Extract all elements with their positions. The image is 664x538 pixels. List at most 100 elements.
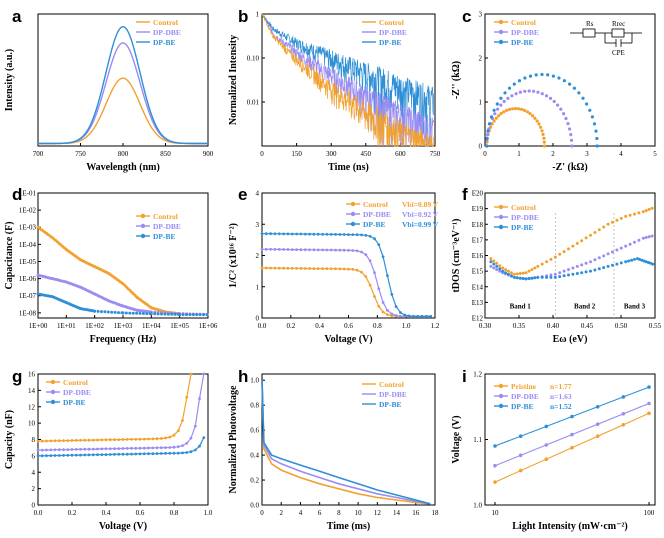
tdos-point bbox=[571, 244, 575, 248]
tdos-point bbox=[549, 257, 553, 261]
y-axis-title: 1/C² (x10¹⁶ F⁻²) bbox=[228, 223, 239, 288]
capacitance-point bbox=[124, 311, 128, 315]
legend-label: DP-DBE bbox=[153, 222, 181, 231]
impedance-point bbox=[499, 96, 503, 100]
capacity-point bbox=[164, 436, 167, 440]
capacity-point bbox=[138, 452, 142, 456]
legend-marker bbox=[50, 399, 56, 405]
tdos-point bbox=[545, 260, 549, 264]
x-tick-label: 1.2 bbox=[431, 322, 440, 330]
legend-label: DP-BE bbox=[511, 38, 534, 47]
impedance-point bbox=[566, 122, 570, 126]
mott-schottky-point bbox=[429, 315, 433, 318]
tdos-point bbox=[553, 255, 557, 259]
capacity-point bbox=[108, 438, 112, 442]
mott-schottky-point bbox=[277, 248, 281, 251]
y-tick-label: E17 bbox=[472, 236, 484, 244]
tdos-point bbox=[647, 235, 651, 239]
mott-schottky-point bbox=[347, 267, 350, 271]
legend-extra: n=1.52 bbox=[550, 402, 572, 411]
impedance-point bbox=[525, 110, 530, 114]
capacity-point bbox=[104, 438, 108, 442]
x-axis-title: Time (ns) bbox=[328, 162, 369, 173]
tdos-point bbox=[498, 269, 502, 273]
tdos-point bbox=[619, 261, 623, 265]
capacity-point bbox=[53, 439, 57, 443]
tdos-point bbox=[647, 207, 651, 211]
x-tick-label: 900 bbox=[203, 150, 214, 158]
impedance-point bbox=[497, 114, 501, 118]
x-tick-label: 800 bbox=[118, 150, 129, 158]
capacity-point bbox=[79, 447, 82, 451]
impedance-point bbox=[539, 125, 543, 129]
capacitance-point bbox=[153, 312, 157, 316]
mott-schottky-point bbox=[329, 267, 333, 271]
tdos-point bbox=[611, 250, 614, 254]
tdos-point bbox=[509, 271, 513, 275]
panel-label: c bbox=[462, 7, 471, 26]
tdos-point bbox=[571, 266, 575, 270]
capacity-point bbox=[36, 439, 40, 443]
legend-label: Control bbox=[379, 380, 404, 389]
mott-schottky-point bbox=[264, 232, 268, 236]
tdos-point bbox=[637, 238, 641, 242]
panel-h: 0 2 4 6 8 10 12 14 16 18 h Time (ms) Normalized Phot… bbox=[228, 367, 439, 532]
x-tick-label: 1 bbox=[517, 150, 521, 158]
impedance-point bbox=[540, 72, 544, 77]
tdos-point bbox=[501, 266, 505, 270]
y-tick-label: 16 bbox=[28, 371, 36, 379]
tdos-point bbox=[575, 264, 579, 268]
capacity-point bbox=[49, 439, 53, 443]
impedance-point bbox=[503, 91, 507, 95]
capacity-point bbox=[117, 438, 121, 441]
y-tick-label: E15 bbox=[472, 268, 484, 276]
impedance-point bbox=[523, 76, 527, 80]
x-tick-label: 10 bbox=[492, 509, 500, 517]
x-tick-label: 0.4 bbox=[102, 509, 111, 517]
capacity-point bbox=[164, 452, 167, 455]
capacity-point bbox=[83, 438, 87, 442]
plot-frame bbox=[37, 13, 209, 147]
capacity-point bbox=[108, 453, 112, 456]
legend-label: DP-BE bbox=[379, 38, 402, 47]
capacity-point bbox=[40, 439, 44, 443]
tdos-point bbox=[630, 258, 634, 262]
tdos-point bbox=[562, 274, 566, 278]
y-tick-label: 1.0 bbox=[250, 377, 259, 385]
y-tick-label: E13 bbox=[472, 299, 484, 307]
capacity-point bbox=[172, 451, 176, 455]
impedance-point bbox=[517, 107, 521, 111]
capacitance-point bbox=[141, 312, 145, 315]
impedance-point bbox=[517, 79, 522, 83]
impedance-point bbox=[532, 89, 536, 93]
y-tick-label: 1E-07 bbox=[19, 292, 37, 300]
tdos-point bbox=[509, 274, 513, 278]
legend-label: DP-DBE bbox=[63, 388, 91, 397]
x-tick-label: 2 bbox=[551, 150, 555, 158]
legend-marker bbox=[350, 221, 356, 227]
mott-schottky-point bbox=[381, 310, 385, 314]
x-tick-label: 18 bbox=[432, 509, 440, 517]
mott-schottky-point bbox=[269, 247, 272, 251]
mott-schottky-point bbox=[264, 247, 268, 251]
tdos-point bbox=[521, 271, 525, 275]
tdos-point bbox=[593, 258, 597, 262]
impedance-point bbox=[528, 74, 533, 78]
capacity-point bbox=[87, 438, 91, 442]
panel-label: e bbox=[238, 185, 247, 204]
y-axis-title: tDOS (cm⁻³eV⁻¹) bbox=[451, 218, 462, 292]
capacity-point bbox=[185, 441, 189, 445]
capacitance-point bbox=[198, 313, 202, 317]
tdos-point bbox=[624, 244, 628, 248]
impedance-point bbox=[540, 129, 544, 133]
tdos-point bbox=[615, 248, 619, 252]
x-tick-label: 10 bbox=[355, 509, 363, 517]
legend-marker bbox=[498, 214, 504, 220]
tdos-point bbox=[506, 269, 510, 273]
mott-schottky-point bbox=[364, 253, 368, 256]
impedance-point bbox=[535, 119, 539, 123]
tdos-point bbox=[580, 239, 584, 243]
mott-schottky-point bbox=[364, 233, 368, 237]
impedance-point bbox=[570, 144, 574, 148]
legend-marker bbox=[498, 39, 504, 45]
